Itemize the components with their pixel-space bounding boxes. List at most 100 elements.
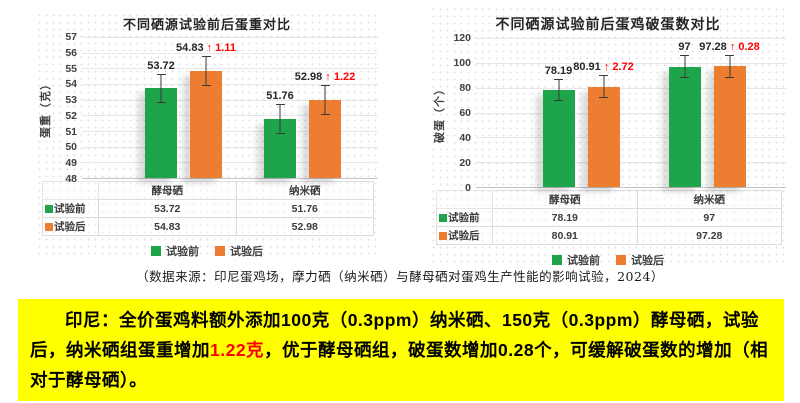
- chart-title: 不同硒源试验前后蛋重对比: [122, 17, 291, 32]
- series-swatch-icon: [439, 214, 447, 222]
- table-category-header: 酵母硒: [98, 181, 237, 200]
- bar-group-酵母硒: 78.19 80.91 ↑ 2.72: [542, 38, 634, 187]
- gridline: [476, 38, 786, 39]
- series-swatch-icon: [439, 232, 447, 240]
- chart-body: 蛋重（克） 57 56 55 54 53 52 51 50 49 48 53.72 54.83 ↑ 1…: [36, 31, 378, 185]
- y-tick-label: 55: [65, 62, 77, 75]
- y-tick-label: 80: [459, 82, 471, 94]
- table-category-header: 酵母硒: [492, 190, 638, 209]
- table-value-cell: 52.98: [235, 217, 374, 236]
- legend-item: 试验前: [552, 252, 600, 268]
- table-row: 试验后 80.91 97.28: [436, 226, 782, 245]
- legend-swatch-icon: [215, 246, 225, 256]
- summary-segment: 印尼：全价蛋鸡料额外添加100克（0.3ppm）纳米硒、150克（0.3ppm）…: [30, 310, 759, 361]
- bar-value-label: 97.28 ↑ 0.28: [699, 41, 760, 53]
- summary-box: 印尼：全价蛋鸡料额外添加100克（0.3ppm）纳米硒、150克（0.3ppm）…: [18, 299, 784, 402]
- legend-item: 试验后: [616, 252, 664, 268]
- legend-swatch-icon: [616, 255, 626, 265]
- broken-eggs-chart: 不同硒源试验前后蛋鸡破蛋数对比 破蛋（个） 120 100 80 60 40 20 0 78…: [430, 6, 786, 268]
- bar-value-label: 51.76: [266, 90, 294, 102]
- bar-wrap: 53.72: [145, 60, 177, 178]
- bar-试验后-酵母硒: [190, 71, 222, 178]
- bar-value: 78.19: [544, 64, 573, 77]
- bar-value: 97: [678, 41, 691, 54]
- chart-body: 破蛋（个） 120 100 80 60 40 20 0 78.19 80.91 ↑ 2.72 97…: [430, 32, 786, 194]
- table-series-label: 试验前: [42, 199, 99, 218]
- table-value-cell: 51.76: [235, 199, 374, 218]
- table-value-cell: 97.28: [636, 226, 782, 245]
- increase-annotation: ↑ 2.72: [603, 61, 634, 74]
- bar-value-label: 54.83 ↑ 1.11: [176, 42, 236, 54]
- y-tick-label: 48: [65, 173, 77, 185]
- bar-value: 53.72: [147, 59, 175, 72]
- bar-value-label: 53.72: [147, 60, 175, 72]
- legend-label: 试验前: [567, 255, 600, 267]
- gridline: [82, 52, 378, 54]
- bar-value-label: 80.91 ↑ 2.72: [573, 61, 634, 73]
- bar-wrap: 51.76: [264, 90, 296, 178]
- table-category-header: 纳米硒: [235, 181, 374, 200]
- bar-试验后-纳米硒: [713, 66, 746, 187]
- y-tick-label: 54: [65, 78, 77, 91]
- error-bar: [279, 104, 281, 134]
- bar-value-label: 78.19: [545, 65, 573, 77]
- table-row: 试验前 78.19 97: [436, 208, 782, 227]
- legend-label: 试验前: [166, 246, 199, 258]
- legend-item: 试验后: [215, 243, 263, 259]
- y-tick-label: 60: [459, 107, 471, 119]
- plot-area: 78.19 80.91 ↑ 2.72 97 97.28 ↑ 0.28: [476, 38, 786, 188]
- bar-试验前-酵母硒: [542, 89, 575, 187]
- bar-试验后-酵母硒: [587, 86, 620, 187]
- legend: 试验前 试验后: [430, 252, 786, 268]
- summary-segment: ，优于酵母硒组，破蛋数增加0.28个，可缓解破蛋数的增加（相对于酵母硒）。: [30, 340, 769, 391]
- bar-value: 54.83: [176, 42, 204, 55]
- bar-value: 52.98: [294, 71, 323, 84]
- y-tick-label: 50: [65, 141, 77, 154]
- bar-value: 97.28: [699, 40, 727, 53]
- bar-wrap: 80.91 ↑ 2.72: [573, 61, 634, 187]
- data-source-caption: （数据来源：印尼蛋鸡场，摩力硒（纳米硒）与酵母硒对蛋鸡生产性能的影响试验，202…: [136, 269, 664, 284]
- legend-label: 试验后: [631, 255, 664, 267]
- y-tick-label: 0: [465, 182, 471, 194]
- y-tick-label: 56: [65, 46, 77, 59]
- legend-label: 试验后: [230, 246, 263, 258]
- y-tick-label: 57: [65, 31, 77, 43]
- y-tick-label: 52: [65, 109, 77, 122]
- increase-annotation: ↑ 0.28: [729, 40, 760, 53]
- bar-group-纳米硒: 97 97.28 ↑ 0.28: [668, 38, 760, 187]
- y-tick-label: 53: [65, 94, 77, 107]
- gridline: [82, 84, 378, 85]
- table-series-label: 试验前: [436, 208, 493, 227]
- table-series-label: 试验后: [42, 217, 99, 236]
- increase-annotation: ↑ 1.11: [206, 42, 236, 55]
- y-ticks: 120 100 80 60 40 20 0: [447, 32, 476, 194]
- error-bar: [160, 73, 162, 104]
- gridline: [476, 112, 786, 114]
- table-corner-cell: [42, 181, 99, 200]
- gridline: [82, 99, 378, 101]
- table-row: 试验后 54.83 52.98: [42, 217, 374, 236]
- bar-试验前-酵母硒: [145, 88, 177, 178]
- bar-value-label: 97: [678, 41, 690, 53]
- table-value-cell: 80.91: [492, 226, 638, 245]
- gridline: [476, 87, 786, 89]
- summary-segment: 1.22克: [210, 340, 265, 361]
- chart-title: 不同硒源试验前后蛋鸡破蛋数对比: [495, 16, 721, 32]
- y-tick-label: 40: [459, 132, 471, 144]
- error-bar: [324, 85, 326, 115]
- table-category-header: 纳米硒: [636, 190, 782, 209]
- y-axis-title: 蛋重（克）: [36, 37, 53, 179]
- table-row: 试验前 53.72 51.76: [42, 199, 374, 218]
- bar-wrap: 52.98 ↑ 1.22: [295, 71, 355, 178]
- gridline: [82, 131, 378, 132]
- bar-wrap: 97: [668, 41, 701, 187]
- y-axis-title-text: 蛋重（克）: [39, 78, 52, 138]
- gridline: [82, 37, 378, 38]
- egg-weight-chart: 不同硒源试验前后蛋重对比 蛋重（克） 57 56 55 54 53 52 51 50 49 48 …: [36, 12, 378, 260]
- bar-group-酵母硒: 53.72 54.83 ↑ 1.11: [145, 37, 236, 178]
- table-value-cell: 54.83: [98, 217, 237, 236]
- plot-area: 53.72 54.83 ↑ 1.11 51.76 52.98 ↑ 1.22: [82, 37, 378, 179]
- error-bar: [558, 78, 559, 102]
- y-tick-label: 51: [65, 125, 77, 138]
